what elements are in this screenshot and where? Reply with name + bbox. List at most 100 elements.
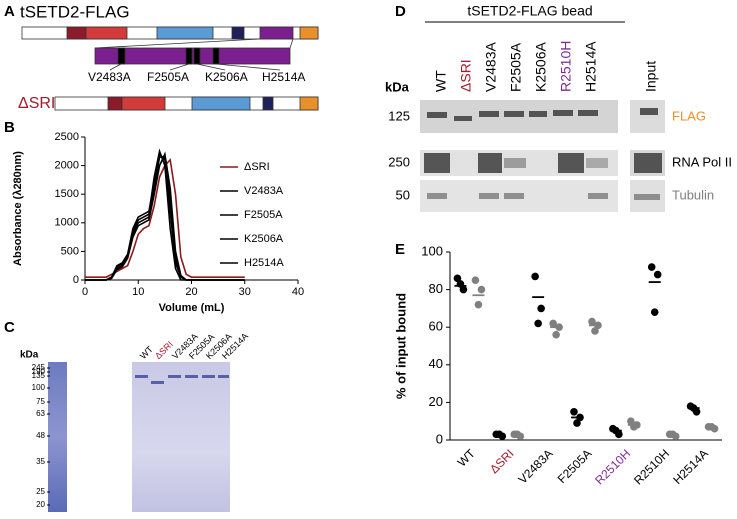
y-tick-label: 1500: [55, 188, 79, 200]
dot: [549, 319, 557, 328]
deletion-label: ΔSRI: [18, 95, 55, 112]
x-tick-label: R2510H: [631, 446, 672, 487]
x-tick-label: V2483A: [515, 446, 555, 486]
lane-label: H2514A: [583, 41, 599, 92]
marker-label: 20: [36, 500, 45, 509]
x-tick-label: 0: [82, 286, 88, 298]
blots: [420, 100, 665, 212]
blot-label: RNA Pol II: [672, 154, 732, 169]
dot: [647, 263, 656, 271]
y-tick-label: 1000: [55, 217, 79, 229]
y-tick-label: 500: [61, 245, 79, 257]
y-axis-label: Absorbance (λ280nm): [12, 151, 24, 266]
y-tick-label: 0: [436, 431, 443, 446]
mutation-label: V2483A: [88, 70, 131, 84]
line: [85, 151, 245, 281]
dot: [495, 430, 504, 439]
y-tick-label: 100: [421, 243, 443, 258]
mutation-label: F2505A: [147, 70, 189, 84]
unit-label: kDa: [385, 79, 410, 94]
lane-label: ΔSRI: [458, 59, 474, 92]
dot: [653, 270, 662, 279]
mutation-label: K2506A: [205, 70, 248, 84]
lane-label: R2510H: [558, 41, 574, 92]
line: [85, 158, 245, 278]
y-tick-label: 2500: [55, 131, 79, 143]
y-tick-label: 40: [429, 356, 443, 371]
domain-diagram: [21, 26, 319, 111]
lane-label: ΔSRI: [153, 339, 175, 361]
y-tick-label: 80: [429, 281, 443, 296]
y-tick-label: 20: [429, 394, 443, 409]
x-tick-label: 10: [132, 286, 144, 298]
blot-label: Tubulin: [672, 187, 714, 202]
dot: [627, 417, 635, 426]
x-tick-label: ΔSRI: [487, 446, 517, 476]
y-tick-label: 0: [73, 274, 79, 286]
x-tick-label: R2510H: [592, 446, 633, 487]
x-tick-label: 40: [292, 286, 304, 298]
size-label: 50: [396, 187, 410, 202]
gel-bands: [135, 375, 229, 384]
marker-label: 48: [36, 431, 45, 440]
ladder-lane: [48, 362, 67, 512]
lane-label: WT: [433, 70, 449, 92]
marker-label: 135: [32, 371, 46, 380]
lane-label: Input: [643, 61, 659, 92]
x-tick-label: 30: [239, 286, 251, 298]
line: [85, 156, 245, 281]
dot: [570, 408, 578, 416]
size-label: 125: [388, 108, 410, 123]
dot: [588, 317, 596, 326]
panel-letter: A: [4, 3, 15, 20]
panel-letter: C: [4, 319, 15, 336]
marker-label: 245: [32, 363, 46, 372]
marker-label: 100: [32, 383, 46, 392]
panel-letter: B: [4, 119, 15, 136]
legend-label: V2483A: [244, 185, 284, 197]
blot-title: tSETD2-FLAG bead: [467, 3, 592, 19]
mutation-label: H2514A: [262, 70, 305, 84]
lane-label: V2483A: [483, 42, 499, 92]
dot: [573, 419, 581, 427]
marker-label: 25: [36, 487, 45, 496]
panel-letter: E: [395, 241, 405, 258]
dot: [453, 274, 462, 283]
x-tick-label: H2514A: [670, 446, 711, 487]
gel: [132, 362, 230, 512]
dot: [650, 308, 659, 316]
dot: [459, 285, 468, 294]
size-label: 250: [388, 154, 410, 169]
marker-label: 63: [36, 409, 45, 418]
unit-label: kDa: [20, 350, 39, 361]
x-tick-label: F2505A: [555, 446, 595, 486]
lane-label: K2506A: [533, 42, 549, 92]
y-tick-label: 2000: [55, 160, 79, 172]
x-axis-label: Volume (mL): [159, 302, 225, 314]
dot: [474, 300, 483, 309]
dot: [668, 430, 677, 439]
x-tick-label: WT: [455, 446, 479, 470]
dot: [591, 327, 599, 335]
legend-label: F2505A: [244, 209, 283, 221]
legend-label: K2506A: [244, 233, 284, 245]
y-tick-label: 60: [429, 319, 443, 334]
legend-label: ΔSRI: [244, 161, 270, 173]
dot: [537, 304, 545, 313]
x-tick-label: 20: [185, 286, 197, 298]
y-axis-label: % of input bound: [393, 293, 408, 399]
lane-label: WT: [138, 344, 155, 361]
legend-label: H2514A: [244, 257, 284, 269]
marker-label: 75: [36, 397, 45, 406]
dot: [477, 285, 486, 294]
dot: [531, 272, 539, 281]
panel-letter: D: [395, 3, 406, 20]
marker-label: 35: [36, 457, 45, 466]
dot: [534, 319, 542, 328]
construct-title: tSETD2-FLAG: [20, 2, 130, 21]
marker-label: 190: [32, 367, 46, 376]
dot: [552, 330, 560, 339]
blot-label: FLAG: [672, 108, 706, 123]
dot: [471, 276, 480, 285]
